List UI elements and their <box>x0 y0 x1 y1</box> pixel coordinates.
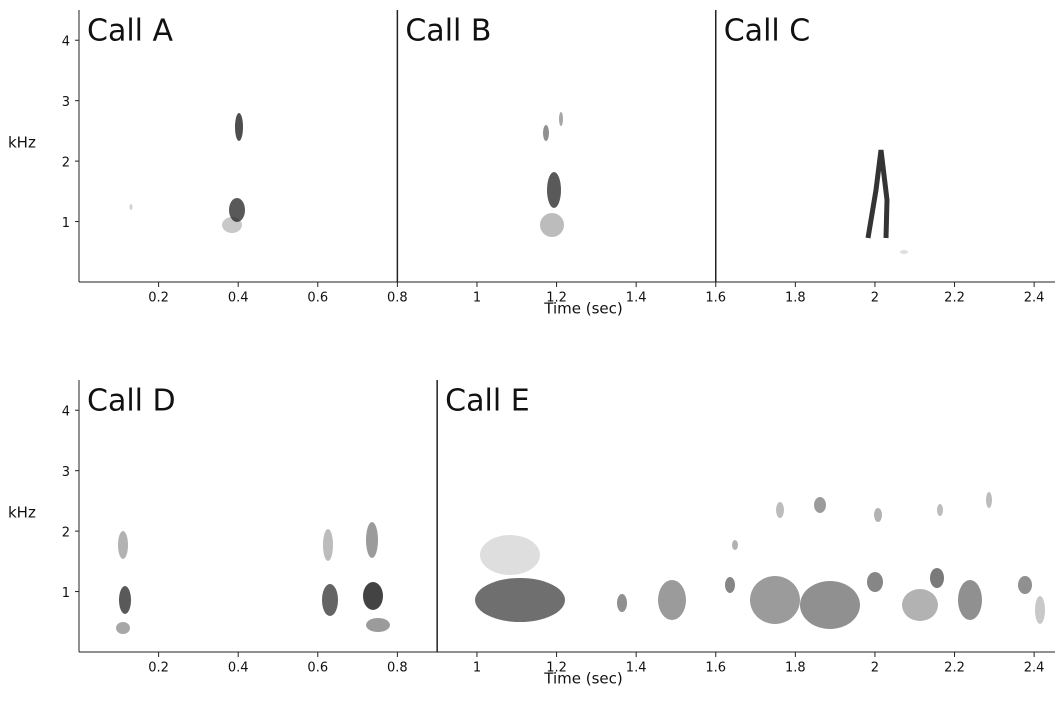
blob <box>800 581 860 629</box>
x-tick-label: 1.8 <box>785 661 806 676</box>
y-axis-label: kHz <box>8 504 36 522</box>
blob <box>480 535 540 575</box>
y-tick-label: 4 <box>62 35 70 50</box>
x-tick-label: 2.4 <box>1024 291 1045 306</box>
y-tick-label: 4 <box>62 405 70 420</box>
x-tick-label: 2.2 <box>944 291 965 306</box>
blob <box>119 586 131 614</box>
spectrogram-energy <box>116 112 1045 634</box>
call-label: Call E <box>445 384 530 419</box>
blob <box>222 217 242 233</box>
blob <box>725 577 735 593</box>
blob <box>617 594 627 612</box>
y-tick-label: 3 <box>62 95 70 110</box>
y-tick-label: 3 <box>62 465 70 480</box>
blob <box>900 250 908 254</box>
x-axis-label: Time (sec) <box>543 300 622 318</box>
blob <box>559 112 563 126</box>
x-tick-label: 1.8 <box>785 291 806 306</box>
x-tick-label: 0.6 <box>307 661 328 676</box>
blob <box>930 568 944 588</box>
x-tick-label: 1.2 <box>546 291 567 306</box>
blob <box>937 504 943 516</box>
y-tick-label: 1 <box>62 216 70 231</box>
blob <box>902 589 938 621</box>
x-axis-label: Time (sec) <box>543 670 622 688</box>
blob <box>750 576 800 624</box>
blob <box>235 113 243 141</box>
x-tick-label: 0.8 <box>387 291 408 306</box>
blob <box>986 492 992 508</box>
blob <box>322 584 338 616</box>
x-tick-label: 0.8 <box>387 661 408 676</box>
blob <box>865 149 890 239</box>
x-tick-label: 0.4 <box>228 291 249 306</box>
x-tick-label: 1 <box>473 661 481 676</box>
blob <box>116 622 130 634</box>
blob <box>1035 596 1045 624</box>
x-tick-label: 1.2 <box>546 661 567 676</box>
blob <box>958 580 982 620</box>
blob <box>867 572 883 592</box>
x-tick-label: 1.4 <box>626 661 647 676</box>
x-tick-label: 1.6 <box>705 291 726 306</box>
x-tick-label: 2.4 <box>1024 661 1045 676</box>
blob <box>366 522 378 558</box>
x-tick-label: 0.2 <box>148 661 169 676</box>
x-tick-label: 1.4 <box>626 291 647 306</box>
blob <box>658 580 686 620</box>
y-tick-label: 2 <box>62 156 70 171</box>
blob <box>543 125 549 141</box>
call-label: Call A <box>87 14 174 49</box>
blob <box>118 531 128 559</box>
x-tick-label: 0.4 <box>228 661 249 676</box>
x-tick-label: 2 <box>871 291 879 306</box>
blob <box>363 582 383 610</box>
call-label: Call C <box>724 14 810 49</box>
y-tick-label: 1 <box>62 586 70 601</box>
blob <box>229 198 245 222</box>
x-tick-label: 1.6 <box>705 661 726 676</box>
blob <box>776 502 784 518</box>
blob <box>323 529 333 561</box>
y-axis-label: kHz <box>8 134 36 152</box>
blob <box>540 213 564 237</box>
x-tick-label: 2.2 <box>944 661 965 676</box>
blob <box>732 540 738 550</box>
blob <box>547 172 561 208</box>
x-tick-label: 0.6 <box>307 291 328 306</box>
x-tick-label: 0.2 <box>148 291 169 306</box>
x-tick-label: 1 <box>473 291 481 306</box>
blob <box>366 618 390 632</box>
y-tick-label: 2 <box>62 526 70 541</box>
call-label: Call B <box>405 14 491 49</box>
blob <box>874 508 882 522</box>
blob <box>814 497 826 513</box>
call-label: Call D <box>87 384 176 419</box>
blob <box>1018 576 1032 594</box>
x-tick-label: 2 <box>871 661 879 676</box>
blob <box>129 204 133 210</box>
blob <box>475 578 565 622</box>
